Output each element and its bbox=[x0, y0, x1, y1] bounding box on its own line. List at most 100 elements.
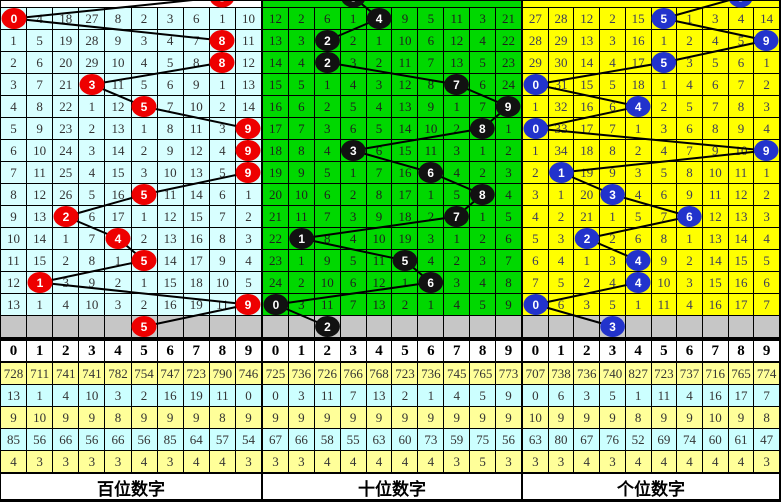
digit-cell: 9 bbox=[702, 140, 728, 161]
digit-cell: 17 bbox=[105, 206, 131, 227]
digit-cell: 3 bbox=[625, 162, 651, 183]
chart-panel-units: 27 28 12 2 15 1 3 4 14 28 29 13 3 16 1 2 4 5 29 30 14 4 17 3 5 6 1… bbox=[521, 1, 779, 337]
header-cell: 4 bbox=[366, 341, 392, 361]
digit-cell: 8 bbox=[157, 118, 183, 139]
digit-cell: 5 bbox=[418, 8, 444, 29]
digit-cell: 10 bbox=[702, 162, 728, 183]
digit-cell: 9 bbox=[651, 250, 677, 271]
digit-cell: 12 bbox=[366, 272, 392, 293]
digit-cell: 2 bbox=[754, 74, 779, 95]
digit-cell: 16 bbox=[574, 96, 600, 117]
stat-cell: 47 bbox=[754, 429, 779, 450]
header-cell: 4 bbox=[625, 341, 651, 361]
digit-cell: 11 bbox=[651, 294, 677, 315]
digit-cell: 1 bbox=[235, 184, 261, 205]
digit-cell: 6 bbox=[27, 52, 53, 73]
pending-cell bbox=[288, 316, 314, 337]
digit-cell: 5 bbox=[702, 52, 728, 73]
digit-cell: 4 bbox=[340, 74, 366, 95]
digit-cell: 29 bbox=[548, 30, 574, 51]
digit-cell: 17 bbox=[263, 118, 288, 139]
digit-cell: 3 bbox=[314, 118, 340, 139]
stat-cell: 11 bbox=[314, 385, 340, 406]
digit-cell bbox=[600, 184, 625, 205]
digit-cell: 18 bbox=[53, 8, 79, 29]
digit-cell: 6 bbox=[1, 140, 27, 161]
digit-cell: 13 bbox=[157, 228, 183, 249]
header-cell: 9 bbox=[235, 341, 261, 361]
digit-cell: 21 bbox=[53, 74, 79, 95]
digit-cell: 1 bbox=[209, 8, 235, 29]
digit-cell: 4 bbox=[470, 30, 496, 51]
digit-cell: 5 bbox=[366, 118, 392, 139]
digit-cell bbox=[444, 206, 470, 227]
digit-cell: 3 bbox=[288, 30, 314, 51]
digit-cell: 14 bbox=[105, 140, 131, 161]
digit-cell bbox=[523, 74, 548, 95]
digit-cell: 18 bbox=[392, 206, 418, 227]
digit-cell: 3 bbox=[574, 294, 600, 315]
digit-cell: 3 bbox=[470, 8, 496, 29]
digit-cell: 25 bbox=[53, 162, 79, 183]
digit-cell: 3 bbox=[340, 206, 366, 227]
digit-cell: 7 bbox=[340, 294, 366, 315]
digit-cell: 2 bbox=[288, 272, 314, 293]
digit-cell: 8 bbox=[677, 162, 702, 183]
digit-cell bbox=[418, 272, 444, 293]
digit-cell: 10 bbox=[418, 118, 444, 139]
digit-cell: 7 bbox=[209, 206, 235, 227]
stat-cell: 3 bbox=[157, 451, 183, 472]
digit-cell: 10 bbox=[728, 140, 754, 161]
digit-cell: 8 bbox=[651, 228, 677, 249]
digit-cell: 1 bbox=[496, 118, 521, 139]
stat-cell: 9 bbox=[600, 407, 625, 428]
digit-cell: 23 bbox=[496, 52, 521, 73]
pending-cell bbox=[340, 316, 366, 337]
stat-cell: 9 bbox=[574, 407, 600, 428]
digit-cell: 6 bbox=[209, 184, 235, 205]
digit-cell: 8 bbox=[600, 140, 625, 161]
digit-cell: 9 bbox=[392, 8, 418, 29]
header-cell: 7 bbox=[444, 341, 470, 361]
digit-cell: 10 bbox=[392, 30, 418, 51]
digit-cell: 11 bbox=[366, 250, 392, 271]
digit-cell: 9 bbox=[366, 206, 392, 227]
stat-cell: 746 bbox=[235, 363, 261, 384]
digit-cell: 19 bbox=[53, 30, 79, 51]
digit-cell: 13 bbox=[105, 118, 131, 139]
digit-cell: 13 bbox=[235, 74, 261, 95]
panel-label: 百位数字 bbox=[1, 472, 261, 499]
digit-cell: 16 bbox=[702, 294, 728, 315]
digit-cell: 14 bbox=[183, 184, 209, 205]
stat-cell: 4 bbox=[444, 385, 470, 406]
digit-cell: 4 bbox=[651, 140, 677, 161]
stat-cell: 3 bbox=[79, 451, 105, 472]
header-cell: 2 bbox=[53, 341, 79, 361]
digit-cell: 1 bbox=[314, 74, 340, 95]
header-cell: 7 bbox=[183, 341, 209, 361]
digit-cell: 12 bbox=[574, 8, 600, 29]
stat-cell: 3 bbox=[235, 451, 261, 472]
stat-cell: 736 bbox=[288, 363, 314, 384]
digit-cell: 7 bbox=[27, 74, 53, 95]
digit-cell: 17 bbox=[392, 184, 418, 205]
digit-cell: 2 bbox=[677, 30, 702, 51]
chart-section: 4 18 27 8 2 3 6 1 10 1 5 19 28 9 3 4 7 11 2 6 20 29 10 4 5 8 12 3 7 2… bbox=[1, 1, 779, 337]
stat-cell: 3 bbox=[496, 451, 521, 472]
stat-cell: 64 bbox=[183, 429, 209, 450]
digit-cell: 5 bbox=[728, 30, 754, 51]
digit-cell: 8 bbox=[496, 272, 521, 293]
digit-cell bbox=[288, 228, 314, 249]
digit-cell: 28 bbox=[79, 30, 105, 51]
digit-cell: 5 bbox=[600, 74, 625, 95]
digit-cell: 1 bbox=[677, 228, 702, 249]
stat-cell: 723 bbox=[392, 363, 418, 384]
stat-cell: 5 bbox=[600, 385, 625, 406]
digit-cell: 8 bbox=[418, 74, 444, 95]
digit-cell: 3 bbox=[677, 52, 702, 73]
digit-cell: 9 bbox=[209, 250, 235, 271]
digit-cell: 7 bbox=[728, 74, 754, 95]
pending-cell bbox=[209, 316, 235, 337]
digit-cell: 5 bbox=[209, 162, 235, 183]
digit-cell: 1 bbox=[105, 250, 131, 271]
